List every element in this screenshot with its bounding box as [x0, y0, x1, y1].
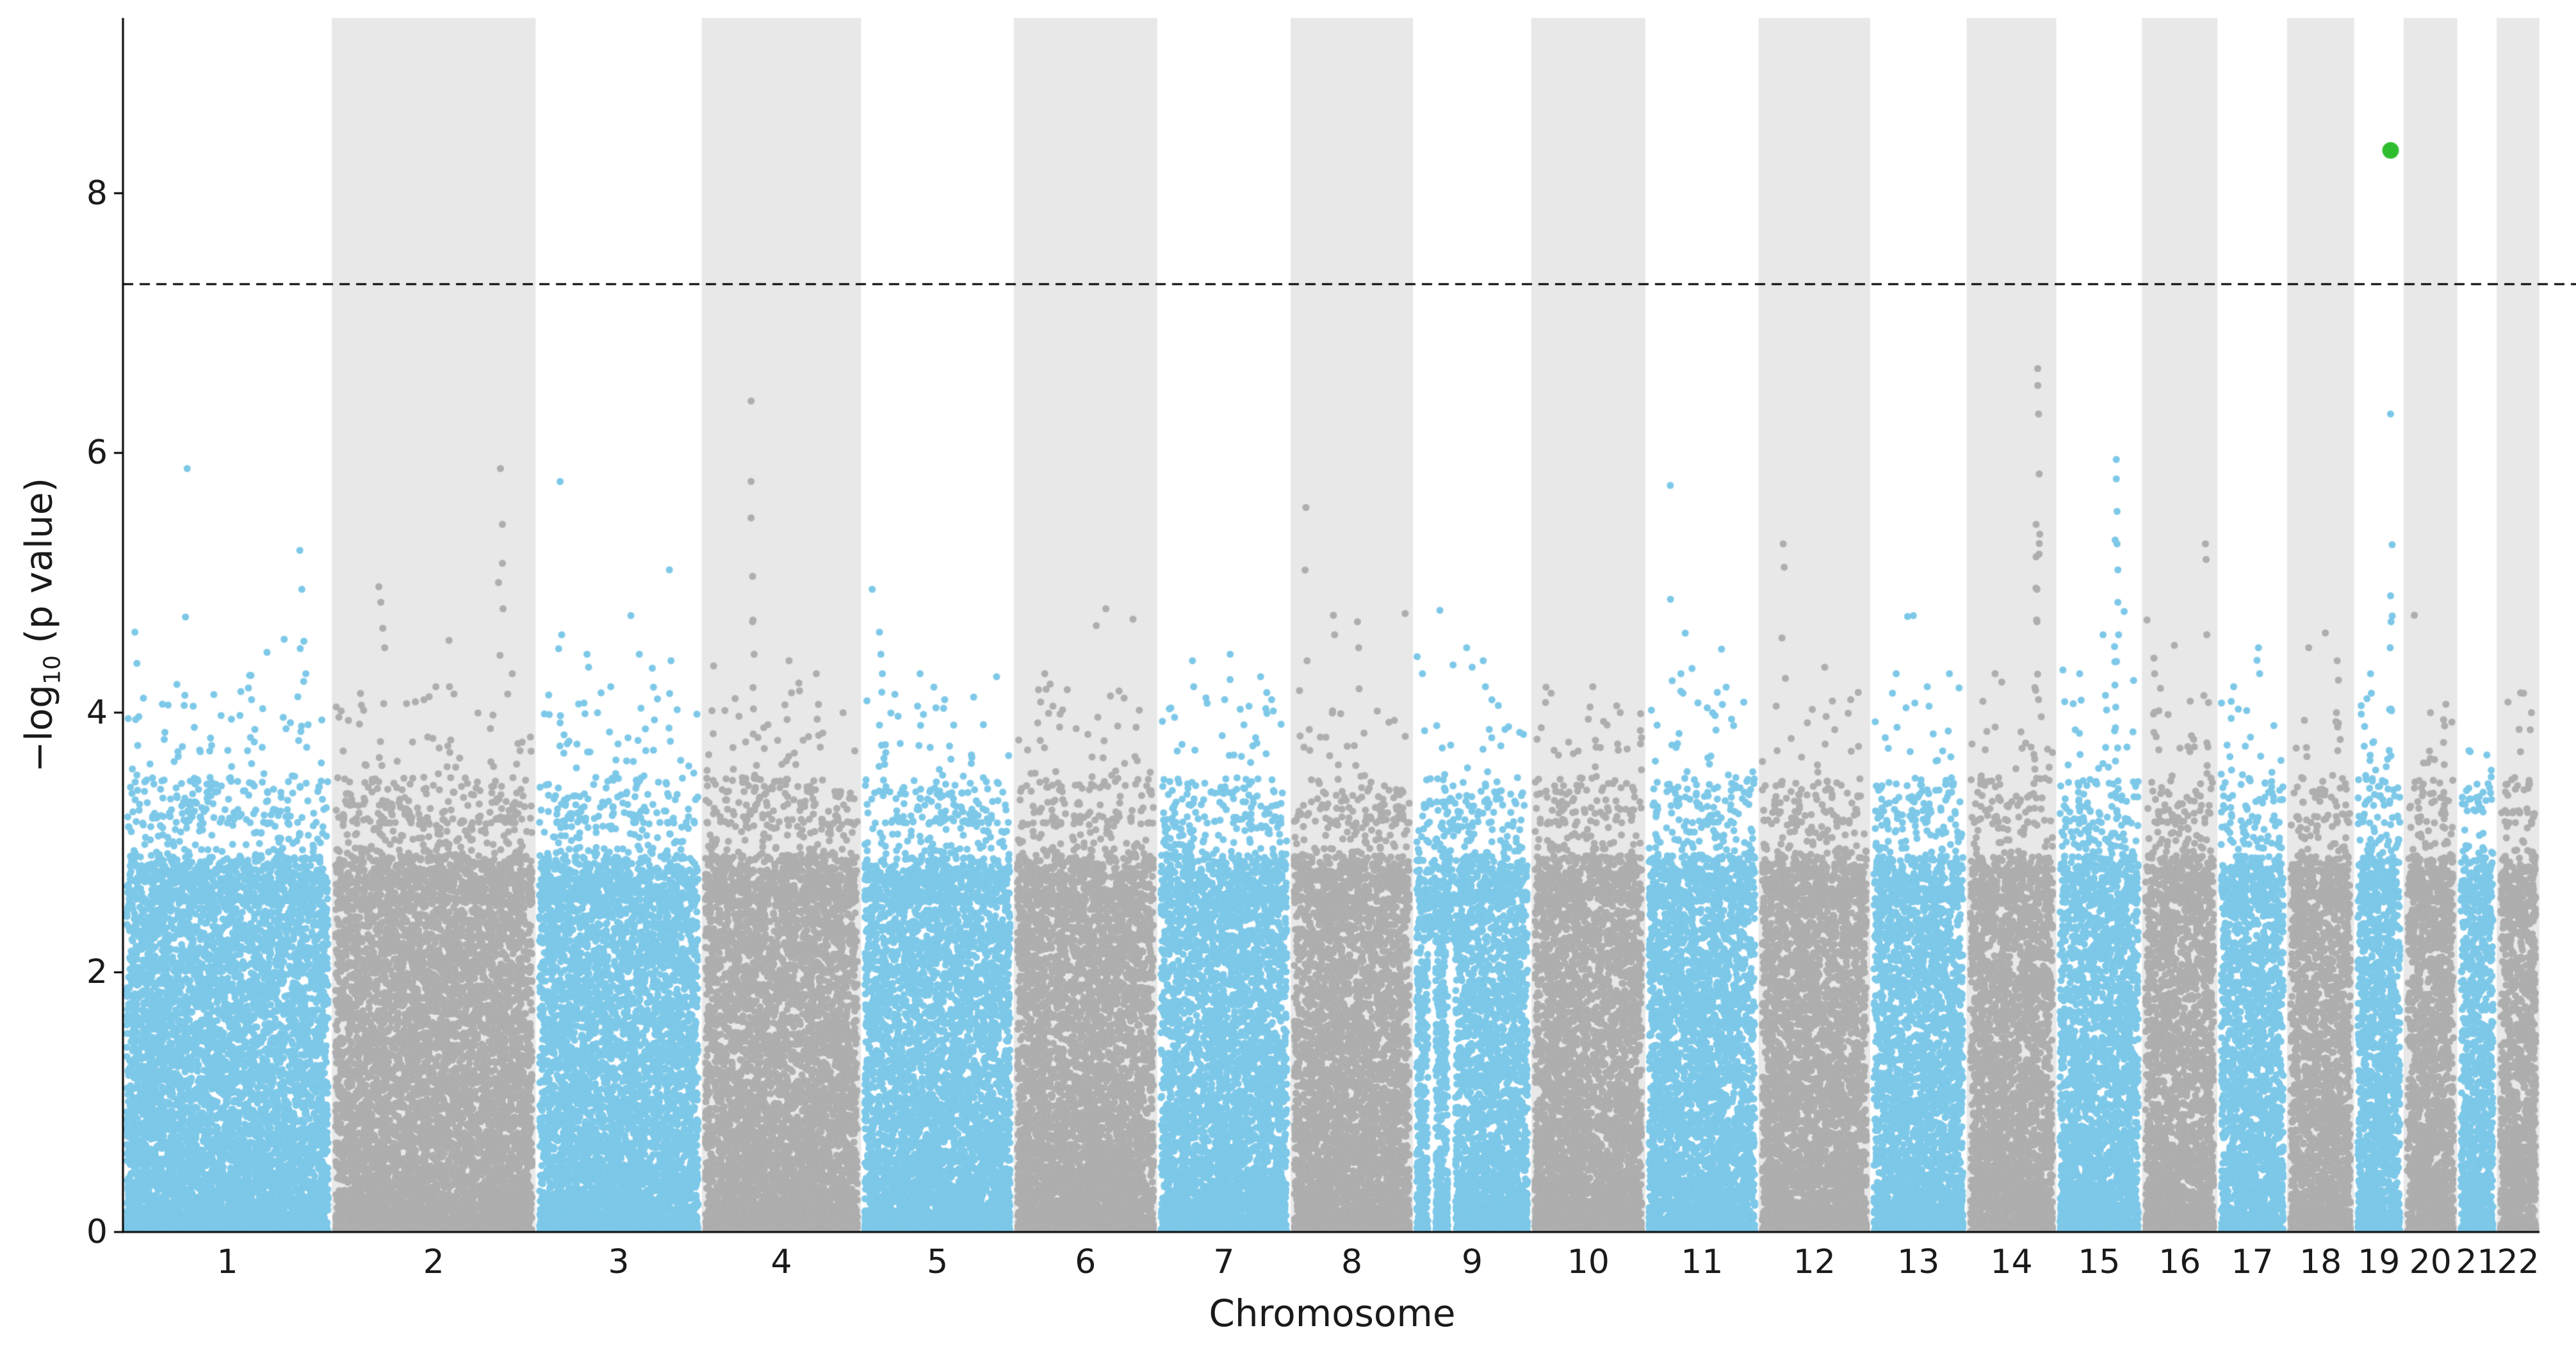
y-axis-label-prefix: −log	[17, 685, 61, 773]
y-axis-label-suffix: (p value)	[17, 477, 61, 656]
y-axis-label-subscript: 10	[39, 655, 66, 685]
y-axis-label: −log10 (p value)	[17, 477, 66, 773]
x-axis-label: Chromosome	[1209, 1292, 1456, 1335]
